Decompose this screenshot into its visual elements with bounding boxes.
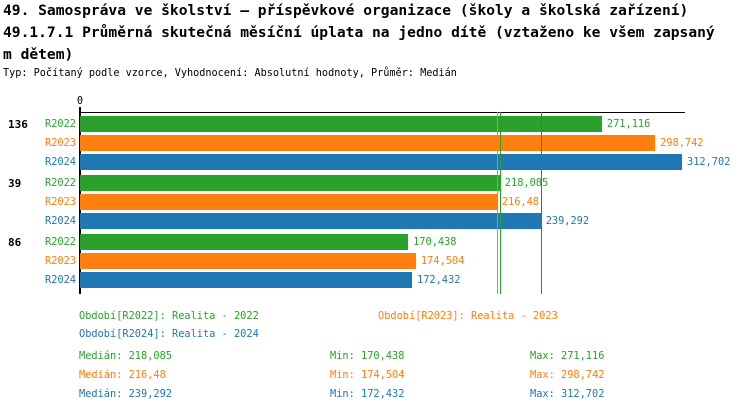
value-label-39-R2024: 239,292 [545,215,590,227]
legend-item-R2023: Období[R2023]: Realita - 2023 [378,310,558,322]
value-label-136-R2024: 312,702 [687,156,731,168]
stat-min-R2023: Min: 174,504 [330,369,405,381]
report-meta-line: Typ: Počítaný podle vzorce, Vyhodnocení:… [3,68,457,79]
median-line-R2022 [499,112,501,294]
stat-median-R2023: Medián: 216,48 [79,369,166,381]
bar-136-R2022 [80,116,602,132]
bar-136-R2023 [80,135,656,151]
row-label-86-R2023: R2023 [45,255,76,267]
value-label-86-R2023: 174,504 [420,255,465,267]
report-title-line2: 49.1.7.1 Průměrná skutečná měsíční úplat… [3,24,715,41]
x-axis-line [80,112,685,113]
row-label-39-R2023: R2023 [45,196,76,208]
stat-max-R2022: Max: 271,116 [530,350,605,362]
group-label-86: 86 [8,236,22,249]
legend-item-R2022: Období[R2022]: Realita - 2022 [79,310,259,322]
row-label-39-R2022: R2022 [45,177,76,189]
bar-39-R2022 [80,175,500,191]
report-title-line3: m dětem) [3,46,74,63]
value-label-86-R2024: 172,432 [417,274,461,286]
stat-max-R2023: Max: 298,742 [530,369,605,381]
value-label-39-R2023: 216,48 [501,196,539,208]
stat-median-R2024: Medián: 239,292 [79,388,172,400]
report-title-line1: 49. Samospráva ve školství – příspěvkové… [3,2,689,19]
bar-86-R2023 [80,253,416,269]
x-axis-zero-tick-label: 0 [76,95,84,107]
median-line-R2024 [540,112,542,294]
row-label-39-R2024: R2024 [45,215,76,227]
value-label-86-R2022: 170,438 [413,236,457,248]
bar-136-R2024 [80,154,682,170]
row-label-86-R2022: R2022 [45,236,76,248]
value-label-39-R2022: 218,085 [504,177,549,189]
bar-39-R2024 [80,213,541,229]
legend-item-R2024: Období[R2024]: Realita - 2024 [79,328,259,340]
bar-86-R2024 [80,272,412,288]
value-label-136-R2022: 271,116 [606,118,651,130]
group-label-39: 39 [8,177,22,190]
stat-median-R2022: Medián: 218,085 [79,350,172,362]
stat-min-R2024: Min: 172,432 [330,388,405,400]
median-line-R2023 [496,112,498,294]
row-label-86-R2024: R2024 [45,274,76,286]
group-label-136: 136 [8,118,28,131]
stat-min-R2022: Min: 170,438 [330,350,405,362]
bar-39-R2023 [80,194,497,210]
value-label-136-R2023: 298,742 [660,137,704,149]
bar-86-R2022 [80,234,409,250]
row-label-136-R2024: R2024 [45,156,76,168]
row-label-136-R2022: R2022 [45,118,76,130]
stat-max-R2024: Max: 312,702 [530,388,605,400]
row-label-136-R2023: R2023 [45,137,76,149]
